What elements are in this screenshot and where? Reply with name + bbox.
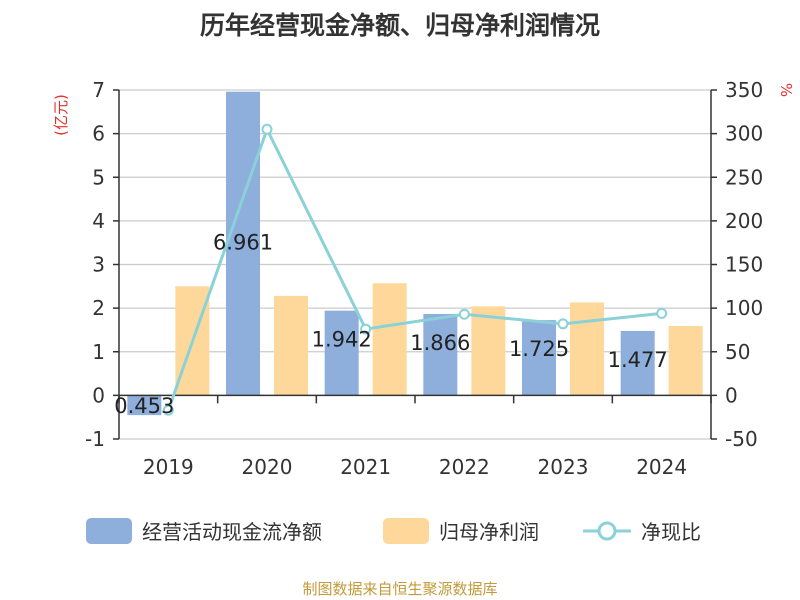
- cashflow-bar: [522, 320, 556, 396]
- left-tick-label: 7: [92, 78, 105, 102]
- legend-swatch-orange: [383, 517, 429, 544]
- x-tick-label: 2019: [143, 455, 194, 479]
- left-tick-label: 0: [92, 383, 105, 407]
- right-tick-label: 50: [725, 340, 750, 364]
- cashflow-data-label: 0.453: [114, 394, 174, 418]
- right-tick-label: 300: [725, 122, 763, 146]
- source-note: 制图数据来自恒生聚源数据库: [302, 580, 498, 598]
- legend-item-ratio[interactable]: 净现比: [583, 516, 701, 545]
- legend: 经营活动现金流净额 归母净利润 净现比: [0, 516, 800, 556]
- left-tick-label: -1: [85, 427, 105, 451]
- right-tick-label: 0: [725, 383, 738, 407]
- ratio-line: [166, 125, 662, 411]
- profit-bar: [570, 302, 604, 396]
- cashflow-bar: [620, 330, 655, 396]
- x-tick-label: 2020: [242, 455, 293, 479]
- ratio-point: [458, 308, 470, 320]
- legend-line-marker: [583, 521, 631, 540]
- cashflow-data-label: 6.961: [213, 231, 273, 255]
- profit-bar: [668, 326, 703, 396]
- cashflow-bar: [423, 313, 458, 396]
- cashflow-bar: [127, 395, 162, 416]
- cashflow-data-label: 1.866: [410, 331, 470, 355]
- right-tick-label: 100: [725, 296, 763, 320]
- ratio-point: [261, 123, 273, 135]
- grid-lines: [119, 89, 711, 440]
- right-tick-label: 350: [725, 78, 763, 102]
- right-axis-label: %: [777, 83, 795, 97]
- ratio-point: [360, 323, 372, 335]
- cashflow-data-label: 1.942: [312, 328, 372, 352]
- right-tick-label: 150: [725, 253, 763, 277]
- legend-label: 经营活动现金流净额: [142, 520, 322, 544]
- profit-bar: [471, 306, 506, 396]
- ratio-point: [557, 318, 569, 330]
- legend-swatch-blue: [86, 517, 132, 544]
- line-series: [162, 123, 668, 416]
- left-tick-label: 6: [92, 122, 105, 146]
- x-tick-label: 2021: [340, 455, 391, 479]
- axes: -1 0 1 2 3 4 5 6 7 -50 0 50 100 150 200 250 300 350 2019 20…: [85, 78, 763, 479]
- cashflow-bar: [324, 310, 359, 396]
- x-tick-label: 2024: [636, 455, 687, 479]
- profit-bar: [274, 295, 308, 396]
- left-tick-label: 2: [92, 296, 105, 320]
- cashflow-bar: [226, 91, 260, 396]
- x-tick-label: 2023: [538, 455, 589, 479]
- legend-label: 归母净利润: [439, 520, 539, 544]
- cashflow-data-label: 1.725: [509, 337, 569, 361]
- ratio-point: [162, 404, 174, 416]
- x-tick-label: 2022: [439, 455, 490, 479]
- left-tick-label: 1: [92, 340, 105, 364]
- data-labels: 0.453 6.961 1.942 1.866 1.725 1.477: [114, 231, 667, 418]
- left-axis-label: (亿元): [52, 94, 70, 136]
- cashflow-data-label: 1.477: [608, 348, 668, 372]
- ratio-point: [656, 307, 668, 319]
- left-tick-label: 3: [92, 253, 105, 277]
- legend-item-cashflow[interactable]: 经营活动现金流净额: [86, 516, 322, 545]
- profit-bar: [372, 283, 407, 396]
- combo-chart: -1 0 1 2 3 4 5 6 7 -50 0 50 100 150 200 250 300 350 2019 20…: [52, 78, 795, 479]
- right-tick-label: 200: [725, 209, 763, 233]
- left-tick-label: 4: [92, 209, 105, 233]
- legend-label: 净现比: [641, 520, 701, 544]
- right-tick-label: -50: [725, 427, 758, 451]
- chart-title: 历年经营现金净额、归母净利润情况: [199, 11, 600, 40]
- left-tick-label: 5: [92, 165, 105, 189]
- right-tick-label: 250: [725, 165, 763, 189]
- legend-item-profit[interactable]: 归母净利润: [383, 516, 539, 545]
